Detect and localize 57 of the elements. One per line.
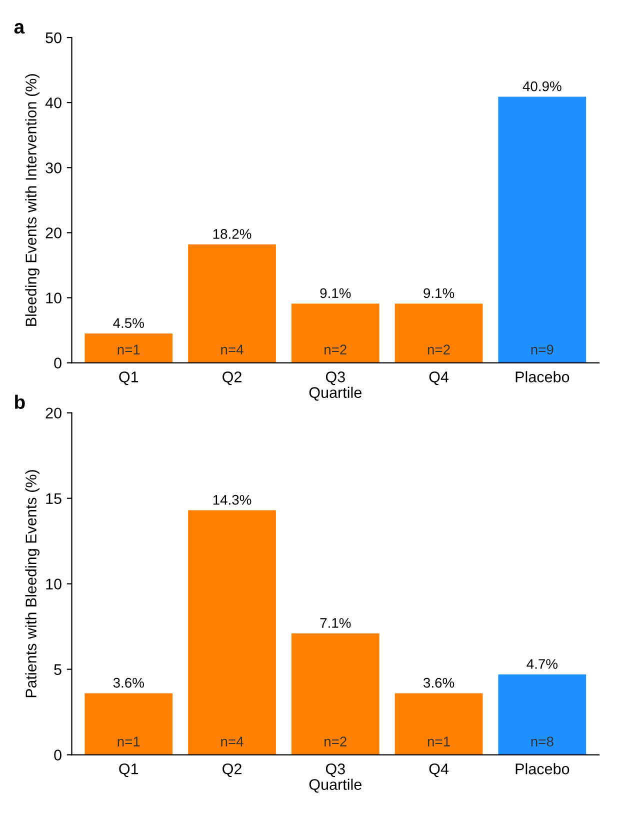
x-tick-label: Q4 — [429, 372, 449, 386]
x-tick-label: Q3 — [326, 372, 345, 386]
annotation: n=4 — [221, 344, 244, 354]
data-label: 14.3% — [213, 494, 252, 505]
annotation: n=1 — [118, 344, 140, 354]
bar — [188, 510, 276, 755]
annotation: n=1 — [428, 736, 450, 746]
x-tick-label: Q1 — [119, 372, 138, 386]
data-label: 4.5% — [113, 318, 144, 328]
y-tick-label: 50 — [46, 32, 62, 44]
bar — [188, 244, 276, 363]
annotation: n=2 — [324, 736, 346, 746]
annotation: n=2 — [428, 344, 450, 354]
chart-title: b — [15, 394, 25, 409]
x-tick-label: Q3 — [326, 764, 345, 778]
bar — [291, 304, 380, 363]
annotation: n=4 — [221, 736, 244, 746]
bar — [84, 693, 173, 755]
bar — [394, 693, 483, 755]
y-tick-label: 30 — [46, 162, 62, 174]
annotation: n=9 — [531, 344, 554, 354]
x-axis-title: Quartile — [309, 778, 362, 793]
y-tick-label: 15 — [46, 493, 62, 504]
y-tick-label: 0 — [54, 750, 62, 760]
data-label: 3.6% — [423, 678, 454, 688]
y-tick-label: 0 — [54, 358, 62, 368]
y-tick-label: 20 — [46, 408, 62, 419]
data-label: 18.2% — [213, 229, 252, 239]
data-label: 9.1% — [320, 288, 351, 298]
data-label: 7.1% — [320, 618, 351, 628]
x-tick-label: Q2 — [222, 764, 242, 778]
bar — [498, 96, 586, 363]
y-tick-label: 40 — [45, 97, 62, 108]
data-label: 40.9% — [522, 81, 562, 92]
bar — [394, 304, 483, 363]
x-tick-label: Q4 — [429, 764, 449, 778]
chart-title: a — [14, 23, 25, 34]
bar — [84, 334, 173, 363]
annotation: n=1 — [118, 736, 140, 746]
annotation: n=8 — [531, 736, 554, 746]
x-tick-label: Q2 — [222, 372, 242, 386]
y-tick-label: 10 — [46, 578, 62, 590]
y-axis-title: Patients with Bleeding Events (%) — [25, 470, 40, 698]
x-tick-label: Placebo — [516, 763, 570, 774]
data-label: 3.6% — [113, 678, 144, 688]
data-label: 4.7% — [526, 659, 558, 669]
x-axis-title: Quartile — [309, 386, 362, 401]
bar — [498, 674, 586, 755]
data-label: 9.1% — [424, 288, 454, 298]
y-tick-label: 5 — [54, 664, 62, 675]
y-tick-label: 20 — [46, 228, 62, 238]
x-tick-label: Q1 — [119, 764, 138, 778]
x-tick-label: Placebo — [516, 371, 570, 382]
annotation: n=2 — [324, 344, 346, 354]
y-axis-title: Bleeding Events with Intervention (%) — [25, 74, 40, 326]
bar — [291, 633, 380, 755]
y-tick-label: 10 — [46, 292, 62, 304]
